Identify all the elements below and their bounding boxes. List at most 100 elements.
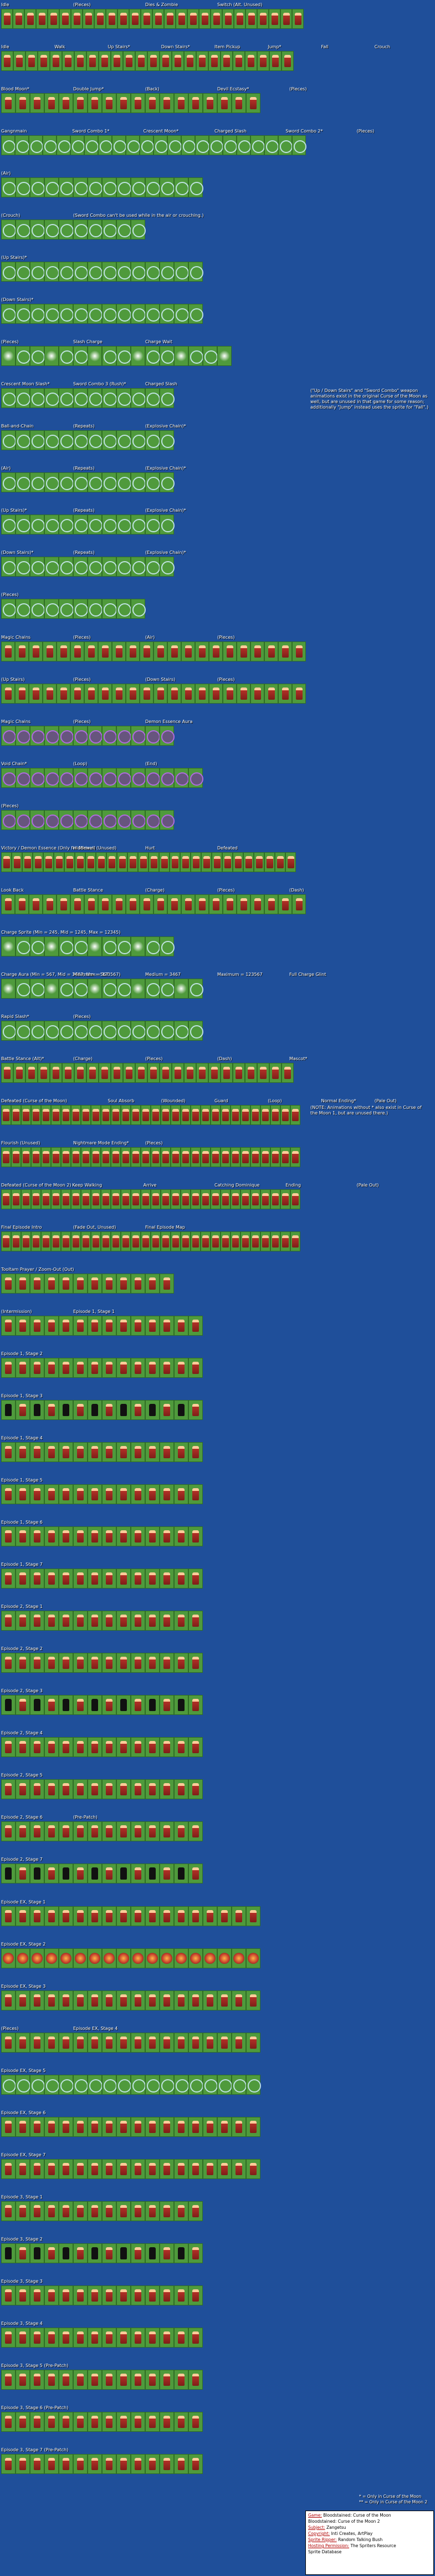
sprite-frame bbox=[1, 978, 16, 999]
sprite-frame bbox=[16, 1737, 30, 1758]
sprite-frame bbox=[16, 262, 30, 282]
sprite-frame bbox=[181, 1189, 191, 1209]
sprite-frame bbox=[280, 9, 292, 29]
sprite-frame bbox=[160, 430, 175, 451]
sprite-frame bbox=[33, 852, 43, 872]
character-sprite bbox=[150, 55, 157, 68]
sprite-frame bbox=[41, 1231, 51, 1251]
sprite-frame bbox=[73, 1695, 88, 1715]
sprite-frame bbox=[16, 2201, 30, 2221]
sprite-frame bbox=[16, 1779, 30, 1800]
sprite-frame bbox=[140, 683, 153, 704]
slash-effect bbox=[147, 308, 160, 322]
sprite-frame bbox=[160, 1569, 174, 1589]
sprite-frame bbox=[116, 2243, 131, 2263]
magic-effect bbox=[104, 814, 117, 828]
credit-key: Game: bbox=[308, 2513, 322, 2518]
charge-effect bbox=[190, 982, 203, 996]
section-label: (Pieces) bbox=[73, 1014, 91, 1019]
character-sprite bbox=[163, 2205, 170, 2217]
slash-effect bbox=[147, 2079, 160, 2093]
character-sprite bbox=[272, 1150, 279, 1163]
character-sprite bbox=[19, 1362, 26, 1374]
sprite-frame bbox=[44, 1020, 59, 1041]
magic-effect bbox=[46, 772, 59, 786]
sprite-frame bbox=[188, 2032, 203, 2053]
character-sprite bbox=[120, 1488, 127, 1501]
character-sprite bbox=[13, 1193, 19, 1205]
sprite-frame bbox=[1, 767, 16, 788]
slash-effect bbox=[46, 603, 59, 617]
sprite-frame bbox=[102, 1779, 116, 1800]
sprite-frame bbox=[246, 1948, 260, 1968]
charge-effect bbox=[161, 940, 175, 954]
character-sprite bbox=[63, 2331, 69, 2344]
character-sprite bbox=[178, 1741, 185, 1754]
character-sprite bbox=[262, 1193, 269, 1205]
slash-effect bbox=[32, 477, 45, 491]
section-label: Void Chain* bbox=[1, 761, 27, 766]
charge-effect bbox=[60, 940, 74, 954]
sprite-frame bbox=[51, 1147, 61, 1167]
sprite-frame bbox=[30, 304, 45, 324]
magic-effect bbox=[132, 814, 146, 828]
sprite-frame bbox=[44, 2369, 59, 2390]
slash-effect bbox=[46, 308, 59, 322]
sprite-frame bbox=[1, 220, 16, 240]
sprite-frame bbox=[111, 51, 123, 72]
silhouette-sprite bbox=[178, 1404, 185, 1417]
slash-effect bbox=[46, 435, 59, 449]
sprite-frame bbox=[160, 1864, 174, 1884]
slash-effect bbox=[60, 393, 74, 406]
section-label: Crescent Moon* bbox=[143, 129, 179, 134]
slash-effect bbox=[190, 182, 203, 196]
sprite-frame bbox=[1, 1990, 16, 2010]
silhouette-sprite bbox=[5, 1699, 12, 1712]
slash-effect bbox=[155, 140, 168, 153]
magic-effect bbox=[32, 772, 45, 786]
character-sprite bbox=[149, 2289, 156, 2302]
sprite-frame bbox=[73, 599, 88, 619]
sprite-frame bbox=[250, 1147, 260, 1167]
sprite-frame bbox=[181, 135, 196, 156]
fire-effect bbox=[132, 1952, 144, 1964]
sprite-frame bbox=[116, 1653, 131, 1673]
slash-effect bbox=[3, 477, 16, 491]
sprite-frame bbox=[285, 852, 296, 872]
character-sprite bbox=[172, 1150, 179, 1163]
slash-effect bbox=[238, 140, 251, 153]
sprite-frame bbox=[1, 1864, 16, 1884]
sprite-frame bbox=[1, 1189, 11, 1209]
sprite-frame bbox=[102, 2032, 116, 2053]
sprite-frame bbox=[74, 51, 86, 72]
section-label: (Pieces) bbox=[145, 1056, 163, 1061]
silhouette-sprite bbox=[91, 1867, 98, 1880]
character-sprite bbox=[171, 856, 178, 868]
sprite-frame bbox=[260, 1104, 270, 1125]
character-sprite bbox=[135, 2457, 141, 2470]
character-sprite bbox=[19, 1572, 26, 1585]
character-sprite bbox=[175, 1066, 181, 1079]
character-sprite bbox=[4, 687, 12, 700]
magic-effect bbox=[60, 814, 74, 828]
sprite-frame bbox=[1, 430, 16, 451]
character-sprite bbox=[91, 1446, 98, 1459]
sprite-frame bbox=[25, 51, 38, 72]
slash-effect bbox=[17, 266, 30, 280]
character-sprite bbox=[268, 687, 275, 700]
magic-effect bbox=[3, 814, 16, 828]
sprite-frame bbox=[59, 515, 74, 535]
slash-effect bbox=[75, 1025, 88, 1038]
sprite-frame bbox=[131, 346, 145, 366]
sprite-frame bbox=[59, 1906, 73, 1926]
sprite-frame bbox=[174, 2074, 189, 2095]
section-label: (Repeats) bbox=[73, 508, 95, 513]
character-sprite bbox=[34, 1741, 40, 1754]
sprite-frame bbox=[44, 515, 59, 535]
section-label: (Pale Out) bbox=[374, 1098, 397, 1103]
sprite-frame bbox=[188, 346, 203, 366]
sprite-frame bbox=[160, 1906, 174, 1926]
sprite-frame bbox=[44, 2453, 59, 2474]
character-sprite bbox=[33, 1108, 39, 1121]
character-sprite bbox=[163, 1910, 170, 1922]
